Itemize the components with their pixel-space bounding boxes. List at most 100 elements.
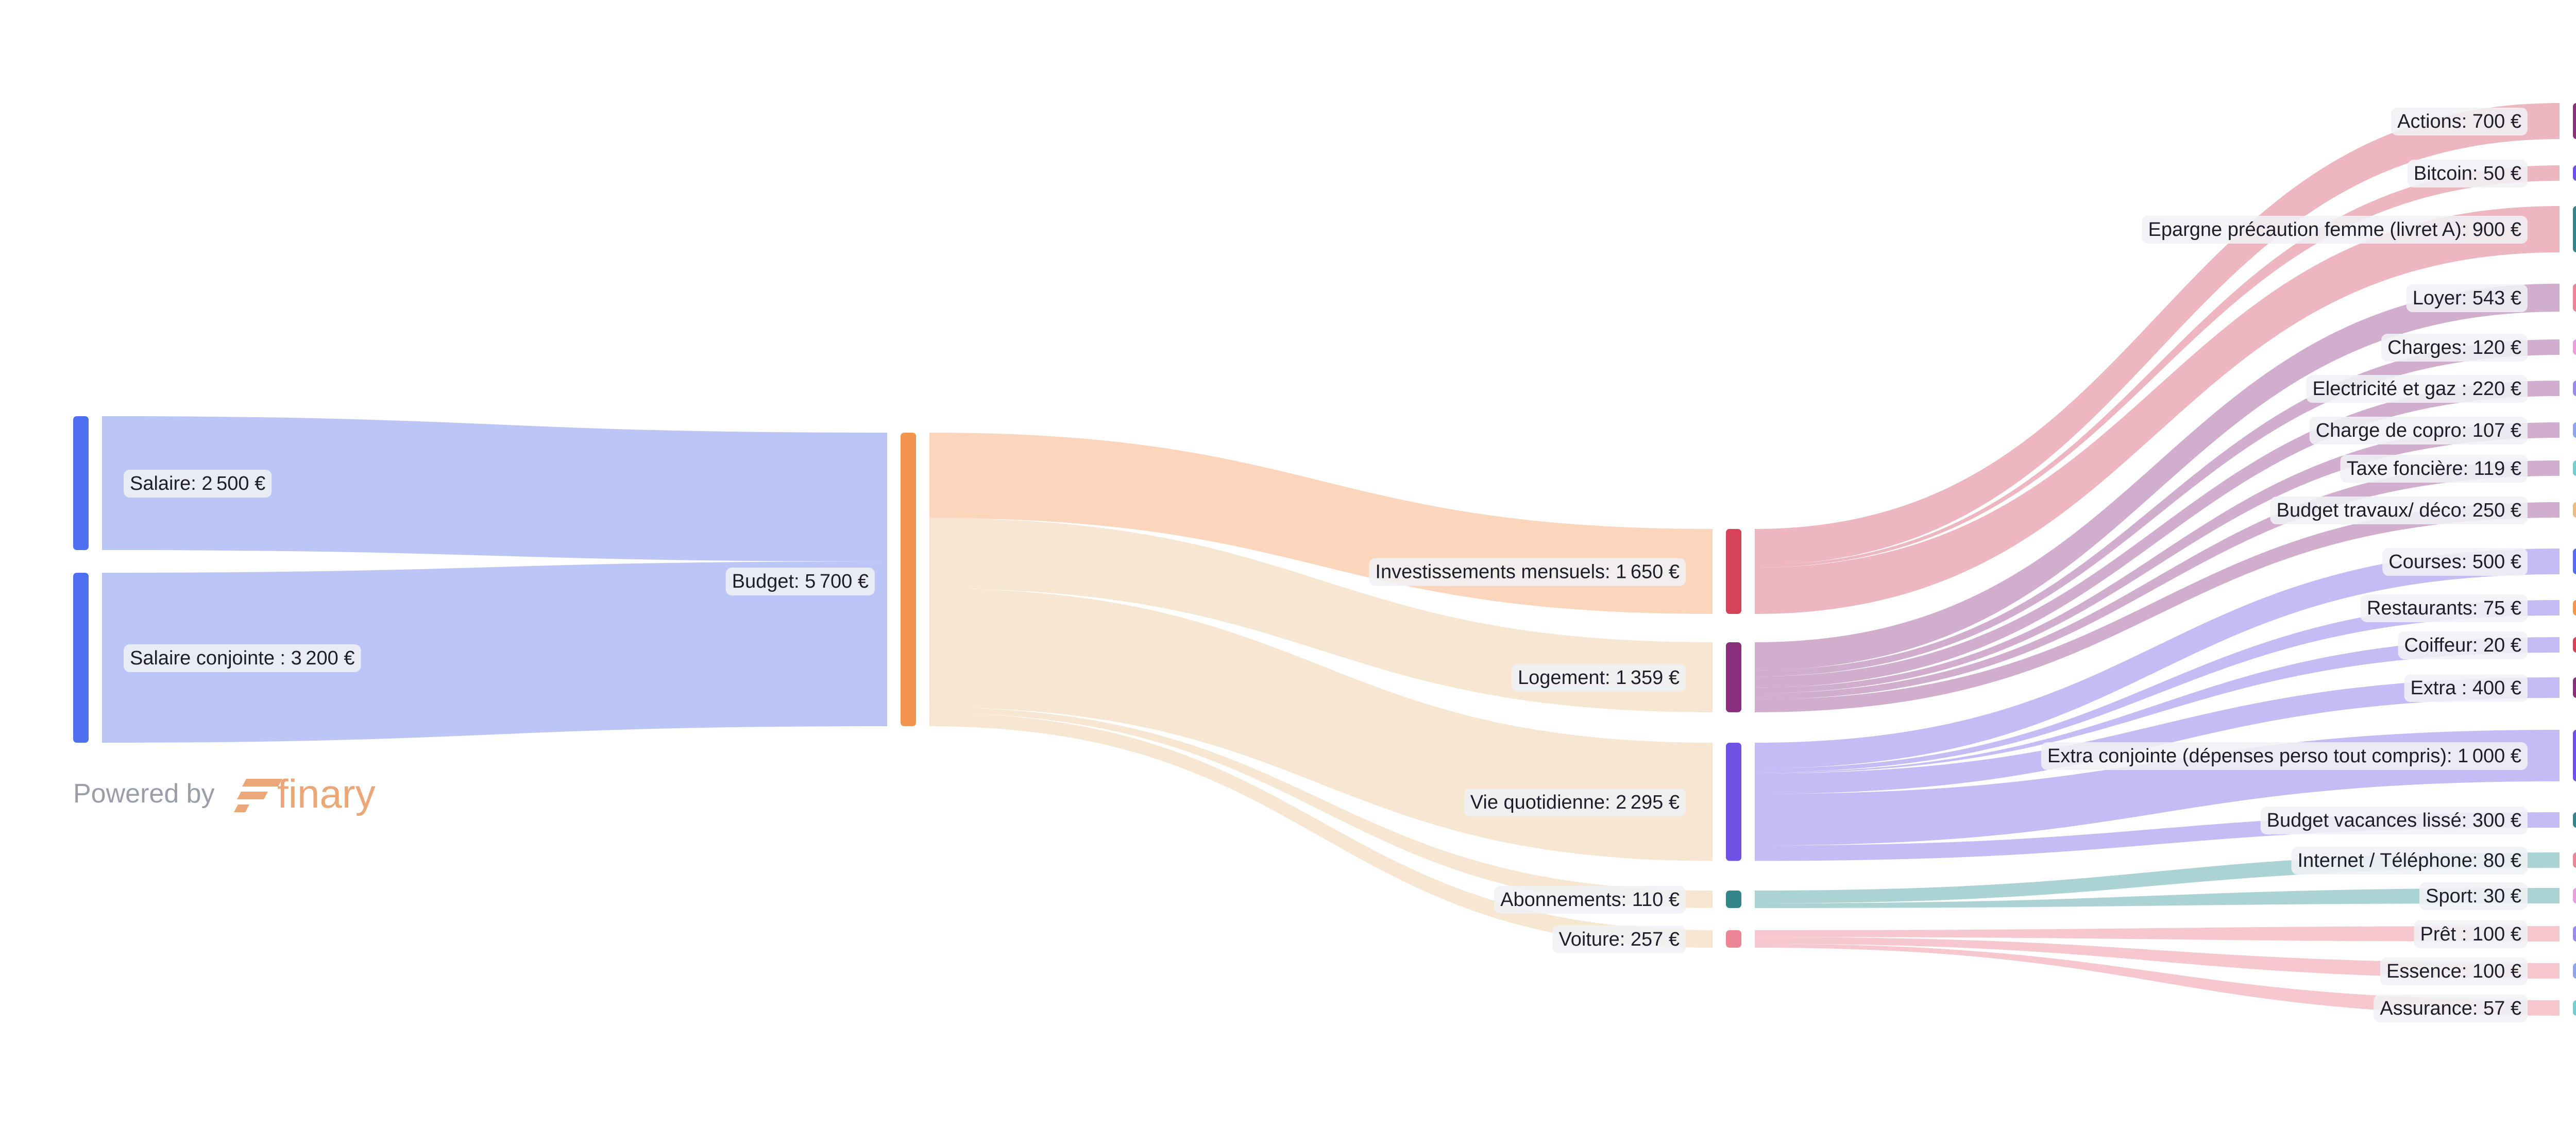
- label-background: [2391, 108, 2528, 135]
- sankey-link-vie_quotidienne-to-extra[interactable]: [1755, 677, 2560, 794]
- powered-by-footer[interactable]: Powered by finary: [73, 771, 376, 816]
- sankey-label-text: Courses: 500 €: [2388, 551, 2521, 573]
- sankey-node-coiffeur[interactable]: [2573, 637, 2576, 653]
- sankey-node-epargne[interactable]: [2573, 206, 2576, 252]
- sankey-label-abonnements: Abonnements: 110 €: [1494, 886, 1686, 914]
- sankey-node-vacances[interactable]: [2573, 812, 2576, 828]
- sankey-label-text: Salaire: 2 500 €: [130, 473, 265, 494]
- sankey-label-text: Charge de copro: 107 €: [2316, 420, 2521, 441]
- sankey-link-voiture-to-essence[interactable]: [1755, 937, 2560, 979]
- sankey-label-text: Charges: 120 €: [2387, 337, 2521, 358]
- sankey-node-bitcoin[interactable]: [2573, 165, 2576, 181]
- sankey-label-text: Restaurants: 75 €: [2367, 597, 2521, 619]
- sankey-label-text: Logement: 1 359 €: [1518, 667, 1680, 689]
- sankey-node-courses[interactable]: [2573, 549, 2576, 574]
- label-background: [2291, 847, 2528, 875]
- sankey-node-actions[interactable]: [2573, 103, 2576, 139]
- sankey-label-voiture: Voiture: 257 €: [1552, 926, 1686, 953]
- sankey-node-logement[interactable]: [1726, 642, 1741, 712]
- sankey-label-text: Prêt : 100 €: [2420, 923, 2521, 945]
- sankey-node-internet[interactable]: [2573, 852, 2576, 868]
- sankey-node-essence[interactable]: [2573, 963, 2576, 979]
- label-background: [2041, 742, 2528, 770]
- sankey-link-logement-to-travaux[interactable]: [1755, 502, 2560, 712]
- sankey-link-logement-to-charges[interactable]: [1755, 339, 2560, 677]
- sankey-node-abonnements[interactable]: [1726, 891, 1741, 908]
- sankey-link-investissements-to-bitcoin[interactable]: [1755, 165, 2560, 568]
- sankey-label-text: Epargne précaution femme (livret A): 900…: [2148, 219, 2522, 241]
- sankey-label-text: Extra conjointe (dépenses perso tout com…: [2047, 745, 2521, 767]
- sankey-node-sport[interactable]: [2573, 888, 2576, 903]
- sankey-label-vacances: Budget vacances lissé: 300 €: [2260, 807, 2528, 834]
- sankey-link-budget-to-abonnements[interactable]: [929, 707, 1713, 908]
- sankey-link-vie_quotidienne-to-courses[interactable]: [1755, 549, 2560, 768]
- sankey-label-courses: Courses: 500 €: [2382, 548, 2528, 576]
- sankey-node-voiture[interactable]: [1726, 930, 1741, 948]
- sankey-link-investissements-to-epargne[interactable]: [1755, 206, 2560, 614]
- sankey-link-budget-to-logement[interactable]: [929, 518, 1713, 712]
- sankey-link-vie_quotidienne-to-restaurants[interactable]: [1755, 600, 2560, 773]
- brand-name: finary: [277, 771, 376, 816]
- sankey-link-budget-to-voiture[interactable]: [929, 713, 1713, 948]
- sankey-node-electricite[interactable]: [2573, 381, 2576, 396]
- sankey-node-budget[interactable]: [901, 433, 916, 726]
- sankey-label-text: Assurance: 57 €: [2380, 998, 2521, 1019]
- label-background: [2142, 216, 2528, 244]
- label-background: [2306, 375, 2528, 403]
- sankey-node-investissements[interactable]: [1726, 529, 1741, 614]
- sankey-link-voiture-to-pret[interactable]: [1755, 926, 2560, 942]
- sankey-label-salaire: Salaire: 2 500 €: [124, 470, 272, 498]
- sankey-label-text: Abonnements: 110 €: [1500, 889, 1680, 911]
- label-background: [124, 644, 361, 672]
- sankey-link-abonnements-to-sport[interactable]: [1755, 888, 2560, 908]
- sankey-node-restaurants[interactable]: [2573, 600, 2576, 615]
- sankey-link-logement-to-electricite[interactable]: [1755, 381, 2560, 688]
- sankey-label-salaire_conjointe: Salaire conjointe : 3 200 €: [124, 644, 361, 672]
- label-background: [2414, 920, 2528, 948]
- sankey-label-text: Budget: 5 700 €: [732, 571, 869, 592]
- label-background: [1464, 788, 1686, 816]
- sankey-node-pret[interactable]: [2573, 926, 2576, 942]
- sankey-node-copro[interactable]: [2573, 422, 2576, 438]
- label-background: [2361, 594, 2528, 622]
- sankey-node-charges[interactable]: [2573, 339, 2576, 355]
- label-background: [124, 470, 272, 498]
- sankey-link-vie_quotidienne-to-coiffeur[interactable]: [1755, 637, 2560, 774]
- sankey-label-text: Electricité et gaz : 220 €: [2312, 378, 2521, 400]
- label-background: [2419, 882, 2528, 910]
- label-background: [1512, 663, 1686, 692]
- sankey-link-logement-to-taxe[interactable]: [1755, 460, 2560, 699]
- sankey-node-assurance[interactable]: [2573, 1000, 2576, 1016]
- sankey-node-loyer[interactable]: [2573, 283, 2576, 312]
- sankey-label-text: Internet / Téléphone: 80 €: [2297, 850, 2521, 871]
- label-background: [2381, 334, 2528, 362]
- sankey-label-text: Taxe foncière: 119 €: [2347, 458, 2521, 480]
- sankey-node-extra[interactable]: [2573, 677, 2576, 698]
- sankey-link-logement-to-loyer[interactable]: [1755, 283, 2560, 671]
- sankey-node-extra_conjointe[interactable]: [2573, 730, 2576, 781]
- sankey-label-pret: Prêt : 100 €: [2414, 920, 2528, 948]
- label-background: [2374, 995, 2528, 1022]
- sankey-label-text: Loyer: 543 €: [2413, 287, 2521, 309]
- sankey-link-logement-to-copro[interactable]: [1755, 422, 2560, 693]
- sankey-label-vie_quotidienne: Vie quotidienne: 2 295 €: [1464, 788, 1686, 816]
- label-background: [1494, 886, 1686, 914]
- sankey-label-restaurants: Restaurants: 75 €: [2361, 594, 2528, 622]
- sankey-label-loyer: Loyer: 543 €: [2406, 284, 2528, 312]
- sankey-node-taxe[interactable]: [2573, 460, 2576, 476]
- sankey-label-essence: Essence: 100 €: [2380, 957, 2528, 985]
- finary-logo-icon: [234, 779, 282, 812]
- sankey-node-travaux[interactable]: [2573, 502, 2576, 518]
- label-background: [2398, 631, 2528, 659]
- sankey-link-investissements-to-actions[interactable]: [1755, 103, 2560, 565]
- sankey-node-vie_quotidienne[interactable]: [1726, 743, 1741, 861]
- sankey-label-text: Bitcoin: 50 €: [2414, 163, 2521, 184]
- sankey-node-salaire[interactable]: [73, 416, 89, 550]
- sankey-link-salaire_conjointe-to-budget[interactable]: [102, 561, 887, 743]
- sankey-label-text: Actions: 700 €: [2397, 111, 2521, 132]
- sankey-label-copro: Charge de copro: 107 €: [2309, 417, 2528, 444]
- sankey-link-salaire-to-budget[interactable]: [102, 416, 887, 561]
- sankey-link-voiture-to-assurance[interactable]: [1755, 944, 2560, 1016]
- sankey-node-salaire_conjointe[interactable]: [73, 573, 89, 743]
- label-background: [2380, 957, 2528, 985]
